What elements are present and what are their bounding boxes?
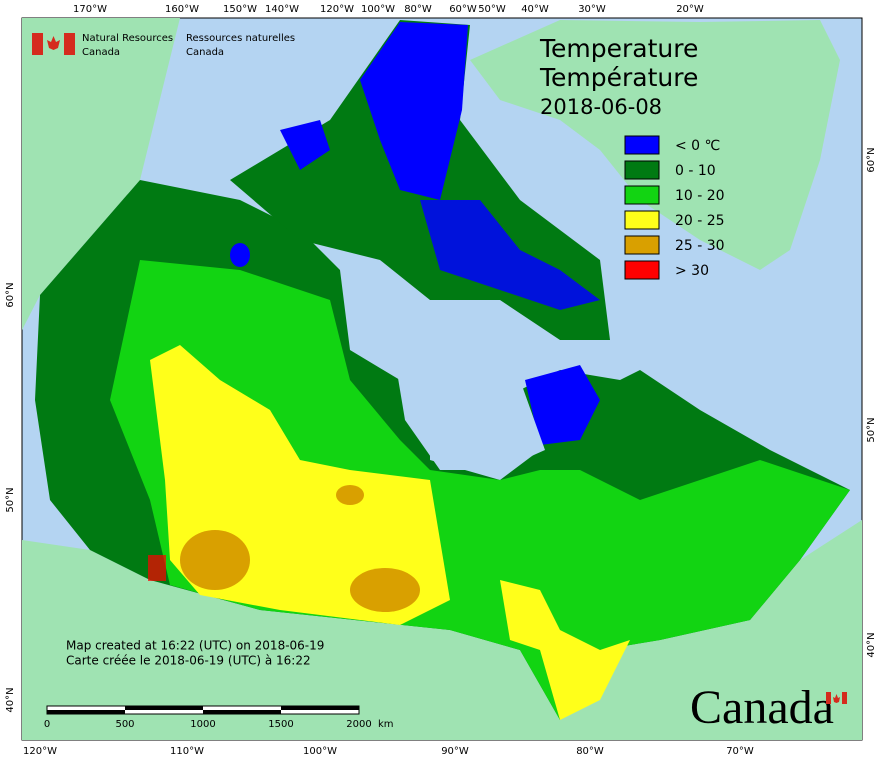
title-date: 2018-06-08 <box>540 95 662 119</box>
legend-swatch <box>624 210 660 230</box>
department-fr: Canada <box>186 47 224 58</box>
legend-swatch <box>624 135 660 155</box>
longitude-label: 160°W <box>165 4 199 15</box>
latitude-label: 40°N <box>866 632 877 657</box>
title: Temperature <box>539 34 698 63</box>
title: Température <box>539 63 698 92</box>
wordmark: Canada <box>690 681 834 734</box>
wordmark-flag <box>826 692 847 704</box>
labels: Natural Resources Ressources naturelles Ca… <box>5 4 877 757</box>
longitude-label: 20°W <box>676 4 704 15</box>
map-note: Map created at 16:22 (UTC) on 2018-06-19 <box>66 639 324 653</box>
longitude-label: 90°W <box>441 746 469 757</box>
longitude-label: 40°W <box>521 4 549 15</box>
latitude-label: 50°N <box>866 417 877 442</box>
latitude-label: 40°N <box>5 687 16 712</box>
legend-label: 10 - 20 <box>675 188 725 204</box>
longitude-label: 30°W <box>578 4 606 15</box>
scale-label: 1500 <box>268 719 293 730</box>
longitude-label: 100°W <box>361 4 395 15</box>
latitude-label: 60°N <box>866 147 877 172</box>
legend-label: 0 - 10 <box>675 163 716 179</box>
scale-bar <box>46 705 360 715</box>
scale-label: 500 <box>115 719 134 730</box>
legend-label: > 30 <box>675 263 709 279</box>
longitude-label: 140°W <box>265 4 299 15</box>
scale-label: 1000 <box>190 719 215 730</box>
legend-label: 20 - 25 <box>675 213 725 229</box>
legend-swatch <box>624 235 660 255</box>
scale-label: 0 <box>44 719 50 730</box>
longitude-label: 120°W <box>320 4 354 15</box>
longitude-label: 100°W <box>303 746 337 757</box>
legend-swatch <box>624 185 660 205</box>
latitude-label: 50°N <box>5 487 16 512</box>
longitude-label: 80°W <box>404 4 432 15</box>
department-fr: Ressources naturelles <box>186 33 295 44</box>
department-en: Natural Resources <box>82 33 173 44</box>
temperature-zones <box>35 20 850 720</box>
header-logo <box>32 33 75 55</box>
legend-label: 25 - 30 <box>675 238 725 254</box>
longitude-label: 80°W <box>576 746 604 757</box>
longitude-label: 60°W <box>449 4 477 15</box>
longitude-label: 110°W <box>170 746 204 757</box>
longitude-label: 170°W <box>73 4 107 15</box>
department-en: Canada <box>82 47 120 58</box>
legend-swatch <box>624 260 660 280</box>
scale-unit: km <box>378 719 394 730</box>
latitude-label: 60°N <box>5 282 16 307</box>
longitude-label: 150°W <box>223 4 257 15</box>
longitude-label: 120°W <box>23 746 57 757</box>
scale-label: 2000 <box>346 719 371 730</box>
longitude-label: 50°W <box>478 4 506 15</box>
map-note: Carte créée le 2018-06-19 (UTC) à 16:22 <box>66 654 311 668</box>
legend-label: < 0 ℃ <box>675 138 720 154</box>
legend-swatch <box>624 160 660 180</box>
longitude-label: 70°W <box>726 746 754 757</box>
